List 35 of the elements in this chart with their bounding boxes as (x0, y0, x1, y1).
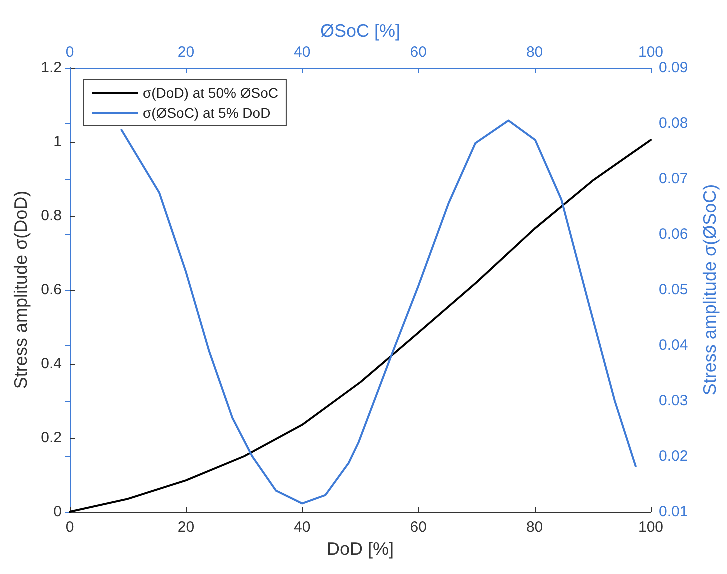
x-axis-title: DoD [%] (326, 539, 394, 559)
y2-tick-label: 0.02 (659, 448, 688, 465)
y-tick-label: 0.2 (41, 430, 62, 446)
y-tick-label: 0 (54, 504, 62, 520)
y2-tick-label: 0.09 (659, 60, 688, 76)
x-tick-label: 60 (410, 519, 427, 536)
line-series (120, 120, 637, 505)
y2-tick-label: 0.08 (659, 115, 688, 132)
y-tick-label: 0.4 (41, 356, 62, 372)
x2-tick-label: 60 (410, 44, 427, 61)
y-tick-label: 1.2 (41, 60, 62, 76)
y-tick-label: 1 (54, 134, 62, 150)
x-tick-label: 20 (178, 519, 195, 536)
x2-axis-title: ØSoC [%] (320, 21, 401, 41)
y2-tick-label: 0.03 (659, 392, 688, 410)
y2-tick-label: 0.01 (659, 504, 688, 520)
x-tick-label: 100 (638, 519, 664, 536)
y2-tick-label: 0.04 (659, 337, 688, 354)
y2-axis-title: Stress amplitude σ(ØSoC) (700, 184, 720, 396)
y2-tick-label: 0.07 (659, 170, 688, 188)
x2-tick-label: 40 (294, 44, 311, 61)
x-tick-label: 80 (526, 519, 544, 536)
y-tick-label: 0.8 (41, 208, 62, 224)
y-tick-label: 0.6 (41, 282, 62, 298)
x2-tick-label: 100 (638, 44, 664, 61)
y2-tick-label: 0.06 (659, 226, 688, 243)
legend-label: σ(DoD) at 50% ØSoC (143, 85, 278, 101)
x-tick-label: 0 (66, 519, 74, 536)
y-axis-title: Stress amplitude σ(DoD) (11, 190, 31, 390)
x2-tick-label: 20 (178, 44, 195, 61)
x2-tick-label: 80 (526, 44, 544, 61)
x-tick-label: 40 (294, 519, 311, 536)
x2-tick-label: 0 (66, 44, 74, 61)
legend-label: σ(ØSoC) at 5% DoD (143, 105, 271, 121)
y2-tick-label: 0.05 (659, 282, 688, 298)
